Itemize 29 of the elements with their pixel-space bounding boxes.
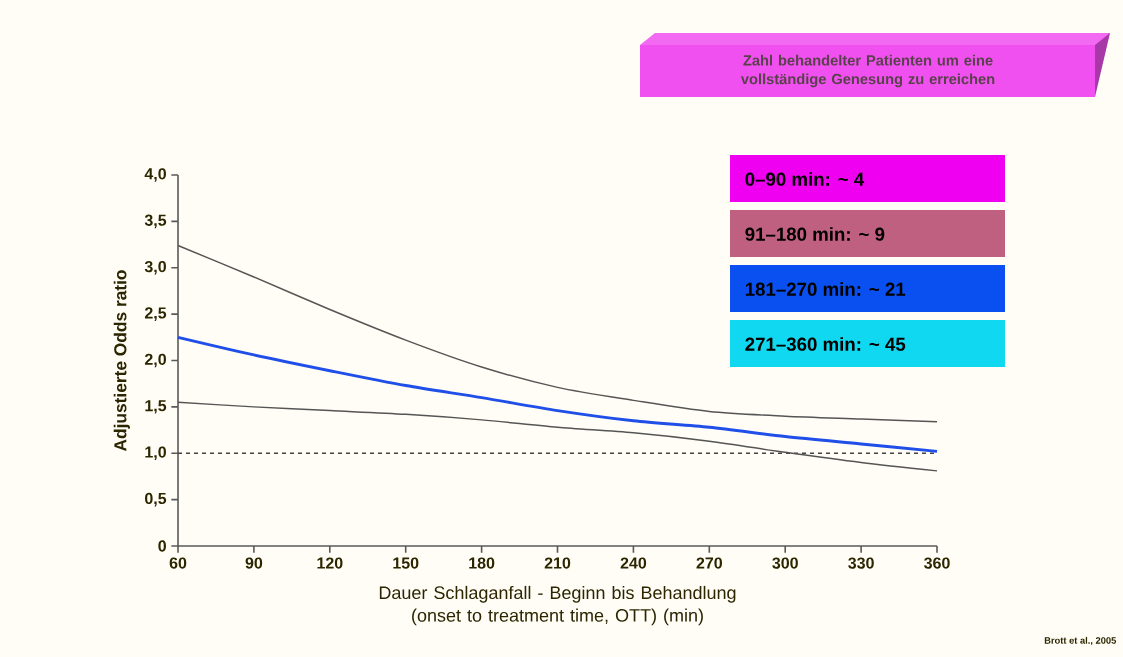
y-tick-label: 0,5 [145,492,167,507]
annotation: 0–90 min: ~ 4 [745,172,865,186]
y-tick-label: 3,5 [144,214,167,229]
x-tick-label: 330 [848,557,874,569]
x-tick-label: 270 [696,557,722,569]
x-tick-label: 180 [469,557,495,569]
annotation: 271–360 min: ~ 45 [745,337,906,351]
text: Zahl behandelter Patienten um eine vollständige Genesung zu erreichen [740,54,995,88]
x-tick-label: 60 [169,557,187,569]
y-tick-label: 4,0 [144,168,166,182]
x-tick-label: 150 [393,557,419,569]
y-tick-label: 0 [158,540,166,552]
y-axis-title: Adjustierte Odds ratio [113,270,130,452]
text: Brott et al., 2005 [1044,636,1117,646]
annotation: 91–180 min: ~ 9 [745,227,885,241]
x-tick-label: 360 [924,557,950,569]
x-tick-label: 300 [772,557,798,569]
y-tick-label: 2,5 [144,307,167,321]
x-tick-label: 120 [317,557,343,569]
y-tick-label: 3,0 [144,260,166,275]
x-axis-title: Dauer Schlaganfall - Beginn bis Behandlung (onset to treatment time, OTT) (min) [379,585,736,626]
annotation: 181–270 min: ~ 21 [745,282,906,296]
y-tick-label: 1,5 [145,400,167,414]
x-tick-label: 210 [544,557,571,569]
y-tick-label: 1,0 [145,446,166,461]
x-tick-label: 90 [245,557,263,569]
line-series [176,335,939,453]
x-tick-label: 240 [620,557,647,569]
y-tick-label: 2,0 [144,353,166,368]
